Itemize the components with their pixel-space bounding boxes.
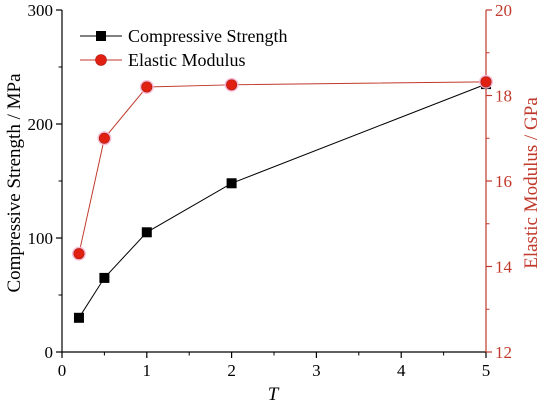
x-tick-label: 4 [397,361,406,380]
legend-item: Elastic Modulus [80,50,246,70]
plot-frame [61,10,487,353]
data-point-circle [141,81,153,93]
y-left-tick-label: 100 [28,229,54,248]
y-left-tick-label: 0 [45,343,54,362]
series-line [78,83,487,319]
data-point-square [99,272,110,283]
series-0 [73,79,491,323]
data-point-square [226,178,237,189]
x-axis-title: T [268,384,280,405]
legend-item: Compressive Strength [80,26,288,46]
y-right-tick-label: 20 [495,1,512,20]
y-right-tick-label: 14 [495,258,513,277]
legend-square-marker [96,31,106,41]
x-tick-label: 3 [312,361,321,380]
data-point-circle [73,248,85,260]
y-left-tick-label: 300 [28,1,54,20]
data-point-circle [98,132,110,144]
data-point-square [141,227,152,238]
x-tick-label: 1 [143,361,152,380]
legend-circle-marker [95,54,107,66]
legend: Compressive Strength Elastic Modulus [80,26,288,70]
x-tick-label: 5 [482,361,491,380]
x-tick-label: 0 [58,361,67,380]
legend-label: Compressive Strength [128,26,288,46]
y-axis-left-title: Compressive Strength / MPa [4,73,25,293]
x-tick-label: 2 [227,361,236,380]
data-point-circle [480,76,492,88]
legend-label: Elastic Modulus [128,50,246,70]
series-1 [71,74,493,261]
series-layer [71,74,493,323]
y-left-tick-label: 200 [28,115,54,134]
y-right-tick-label: 18 [495,87,512,106]
y-right-tick-label: 16 [495,172,512,191]
data-point-square [73,312,84,323]
y-right-tick-label: 12 [495,343,512,362]
data-point-circle [226,79,238,91]
y-axis-right-title: Elastic Modulus / GPa [521,97,542,269]
